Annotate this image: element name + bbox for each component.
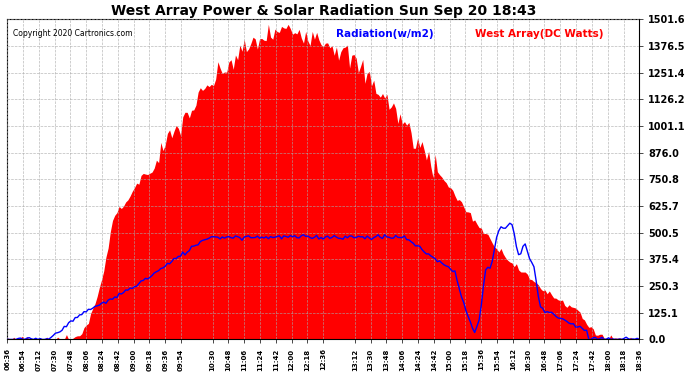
Text: West Array(DC Watts): West Array(DC Watts) xyxy=(475,29,604,39)
Title: West Array Power & Solar Radiation Sun Sep 20 18:43: West Array Power & Solar Radiation Sun S… xyxy=(110,4,536,18)
Text: Radiation(w/m2): Radiation(w/m2) xyxy=(336,29,433,39)
Text: Copyright 2020 Cartronics.com: Copyright 2020 Cartronics.com xyxy=(14,29,133,38)
